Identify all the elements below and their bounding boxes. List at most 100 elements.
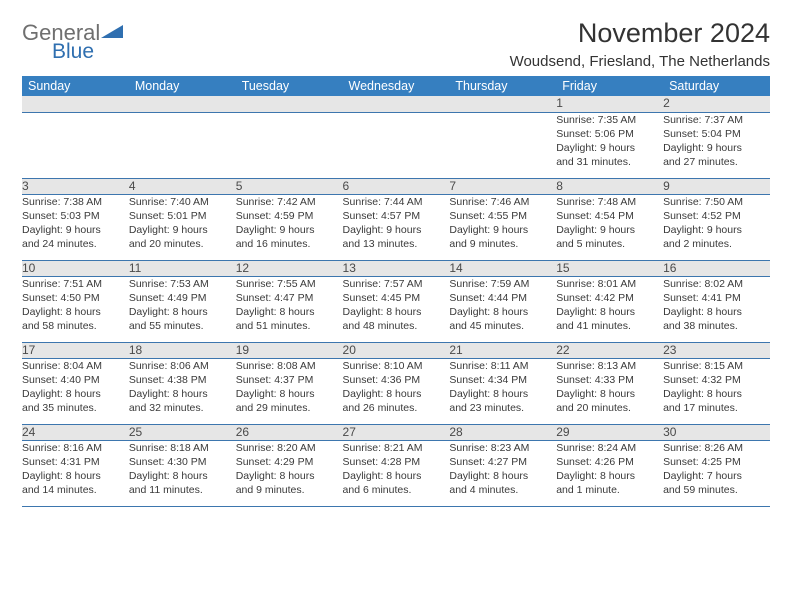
daylight-text-2: and 23 minutes.: [449, 401, 556, 415]
daylight-text-2: and 24 minutes.: [22, 237, 129, 251]
sunrise-text: Sunrise: 8:04 AM: [22, 359, 129, 373]
daylight-text-2: and 13 minutes.: [343, 237, 450, 251]
day-details-cell: Sunrise: 7:40 AMSunset: 5:01 PMDaylight:…: [129, 194, 236, 260]
sunset-text: Sunset: 4:49 PM: [129, 291, 236, 305]
daylight-text-2: and 2 minutes.: [663, 237, 770, 251]
daylight-text-1: Daylight: 8 hours: [236, 387, 343, 401]
day-details-cell: Sunrise: 8:11 AMSunset: 4:34 PMDaylight:…: [449, 358, 556, 424]
sunset-text: Sunset: 4:44 PM: [449, 291, 556, 305]
day-details-cell: [343, 112, 450, 178]
day-details-cell: Sunrise: 8:01 AMSunset: 4:42 PMDaylight:…: [556, 276, 663, 342]
sunset-text: Sunset: 4:30 PM: [129, 455, 236, 469]
sunrise-text: Sunrise: 7:38 AM: [22, 195, 129, 209]
sunset-text: Sunset: 4:26 PM: [556, 455, 663, 469]
sunrise-text: Sunrise: 7:55 AM: [236, 277, 343, 291]
day-number-cell: 9: [663, 178, 770, 194]
calendar-table: SundayMondayTuesdayWednesdayThursdayFrid…: [22, 76, 770, 507]
day-details-row: Sunrise: 7:38 AMSunset: 5:03 PM Daylight:…: [22, 194, 770, 260]
sunrise-text: Sunrise: 7:50 AM: [663, 195, 770, 209]
daylight-text-1: Daylight: 9 hours: [236, 223, 343, 237]
sunset-text: Sunset: 4:29 PM: [236, 455, 343, 469]
day-number-cell: 30: [663, 424, 770, 440]
day-details-row: Sunrise: 8:04 AMSunset: 4:40 PMDaylight:…: [22, 358, 770, 424]
day-details-cell: Sunrise: 7:59 AMSunset: 4:44 PMDaylight:…: [449, 276, 556, 342]
daylight-text-1: Daylight: 8 hours: [449, 305, 556, 319]
day-details-cell: Sunrise: 7:53 AMSunset: 4:49 PMDaylight:…: [129, 276, 236, 342]
day-number-cell: 5: [236, 178, 343, 194]
day-details-cell: [129, 112, 236, 178]
sunrise-text: Sunrise: 8:23 AM: [449, 441, 556, 455]
sunset-text: Sunset: 4:32 PM: [663, 373, 770, 387]
sunset-text: Sunset: 4:57 PM: [343, 209, 450, 223]
daylight-text-1: Daylight: 8 hours: [449, 387, 556, 401]
sunrise-text: Sunrise: 7:35 AM: [556, 113, 663, 127]
sunrise-text: Sunrise: 7:42 AM: [236, 195, 343, 209]
daylight-text-2: and 9 minutes.: [236, 483, 343, 497]
day-number-cell: [129, 96, 236, 112]
sunrise-text: Sunrise: 8:26 AM: [663, 441, 770, 455]
sunrise-text: Sunrise: 7:46 AM: [449, 195, 556, 209]
sunrise-text: Sunrise: 8:18 AM: [129, 441, 236, 455]
day-details-cell: Sunrise: 8:10 AMSunset: 4:36 PMDaylight:…: [343, 358, 450, 424]
daylight-text-1: Daylight: 8 hours: [449, 469, 556, 483]
day-number-cell: 24: [22, 424, 129, 440]
daylight-text-2: and 35 minutes.: [22, 401, 129, 415]
day-details-cell: Sunrise: 7:37 AMSunset: 5:04 PMDaylight:…: [663, 112, 770, 178]
sunrise-text: Sunrise: 7:53 AM: [129, 277, 236, 291]
day-details-cell: Sunrise: 8:20 AMSunset: 4:29 PMDaylight:…: [236, 440, 343, 506]
day-number-cell: [343, 96, 450, 112]
day-details-cell: Sunrise: 7:48 AMSunset: 4:54 PMDaylight:…: [556, 194, 663, 260]
day-number-cell: 25: [129, 424, 236, 440]
daylight-text-1: Daylight: 9 hours: [556, 141, 663, 155]
sunset-text: Sunset: 4:38 PM: [129, 373, 236, 387]
daylight-text-1: Daylight: 8 hours: [236, 469, 343, 483]
sunset-text: Sunset: 4:36 PM: [343, 373, 450, 387]
sunrise-text: Sunrise: 8:10 AM: [343, 359, 450, 373]
daylight-text-1: Daylight: 8 hours: [236, 305, 343, 319]
daylight-text-1: Daylight: 8 hours: [663, 305, 770, 319]
day-details-cell: Sunrise: 8:02 AMSunset: 4:41 PMDaylight:…: [663, 276, 770, 342]
daylight-text-1: Daylight: 8 hours: [343, 305, 450, 319]
daylight-text-1: Daylight: 8 hours: [129, 469, 236, 483]
daylight-text-2: and 51 minutes.: [236, 319, 343, 333]
header: General Blue November 2024 Woudsend, Fri…: [22, 18, 770, 70]
sunrise-text: Sunrise: 7:57 AM: [343, 277, 450, 291]
day-details-cell: Sunrise: 8:13 AMSunset: 4:33 PMDaylight:…: [556, 358, 663, 424]
day-details-row: Sunrise: 7:51 AMSunset: 4:50 PMDaylight:…: [22, 276, 770, 342]
day-number-cell: [236, 96, 343, 112]
weekday-header: Tuesday: [236, 76, 343, 96]
sunset-text: Sunset: 4:54 PM: [556, 209, 663, 223]
sunrise-text: Sunrise: 8:15 AM: [663, 359, 770, 373]
sunrise-text: Sunrise: 8:13 AM: [556, 359, 663, 373]
day-details-cell: Sunrise: 7:55 AMSunset: 4:47 PMDaylight:…: [236, 276, 343, 342]
daylight-text-2: and 4 minutes.: [449, 483, 556, 497]
page-title: November 2024: [510, 18, 770, 49]
sunset-text: Sunset: 5:06 PM: [556, 127, 663, 141]
day-details-cell: Sunrise: 7:57 AMSunset: 4:45 PMDaylight:…: [343, 276, 450, 342]
day-details-cell: Sunrise: 8:08 AMSunset: 4:37 PMDaylight:…: [236, 358, 343, 424]
sunset-text: Sunset: 5:03 PM: [22, 209, 129, 223]
day-number-cell: 14: [449, 260, 556, 276]
day-details-cell: [236, 112, 343, 178]
daylight-text-2: and 59 minutes.: [663, 483, 770, 497]
day-number-cell: [22, 96, 129, 112]
daylight-text-2: and 14 minutes.: [22, 483, 129, 497]
day-details-cell: Sunrise: 7:44 AMSunset: 4:57 PMDaylight:…: [343, 194, 450, 260]
daylight-text-1: Daylight: 7 hours: [663, 469, 770, 483]
sunset-text: Sunset: 5:04 PM: [663, 127, 770, 141]
day-number-row: 24252627282930: [22, 424, 770, 440]
day-number-cell: [449, 96, 556, 112]
daylight-text-2: and 41 minutes.: [556, 319, 663, 333]
day-details-cell: Sunrise: 8:24 AMSunset: 4:26 PMDaylight:…: [556, 440, 663, 506]
sunrise-text: Sunrise: 8:16 AM: [22, 441, 129, 455]
daylight-text-1: Daylight: 8 hours: [556, 387, 663, 401]
sunset-text: Sunset: 4:45 PM: [343, 291, 450, 305]
day-number-cell: 22: [556, 342, 663, 358]
day-number-cell: 12: [236, 260, 343, 276]
day-details-cell: Sunrise: 8:15 AMSunset: 4:32 PMDaylight:…: [663, 358, 770, 424]
day-details-cell: Sunrise: 8:23 AMSunset: 4:27 PMDaylight:…: [449, 440, 556, 506]
day-number-cell: 16: [663, 260, 770, 276]
day-details-cell: Sunrise: 7:38 AMSunset: 5:03 PMDaylight:…: [22, 194, 129, 260]
daylight-text-1: Daylight: 8 hours: [22, 469, 129, 483]
day-number-cell: 10: [22, 260, 129, 276]
